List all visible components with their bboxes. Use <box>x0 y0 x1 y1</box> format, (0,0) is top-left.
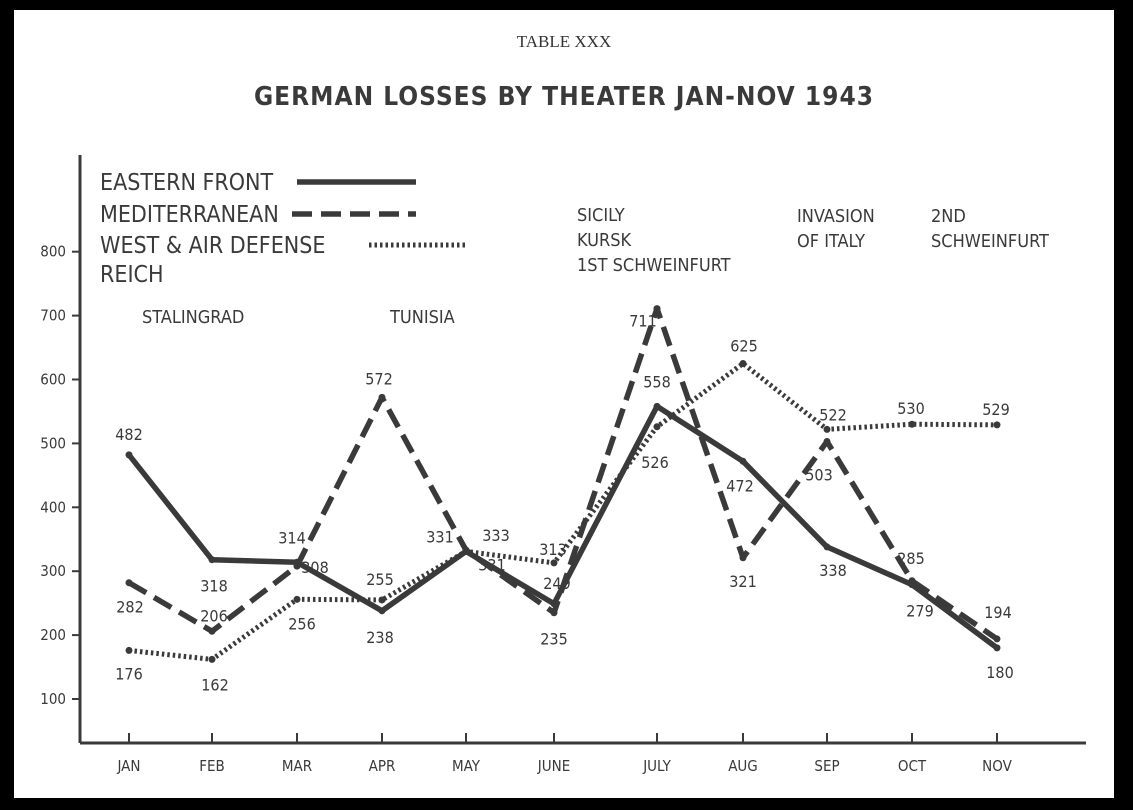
data-label-solid: 472 <box>726 476 753 495</box>
data-label-dotted: 522 <box>819 405 846 424</box>
event-annotation: STALINGRAD <box>142 307 244 328</box>
event-annotation: 2ND <box>931 206 966 227</box>
data-point-solid <box>993 644 1001 652</box>
data-label-dotted: 256 <box>288 614 315 633</box>
data-label-dashed: 235 <box>540 630 567 649</box>
data-label-dotted: 313 <box>539 540 566 559</box>
data-point-dotted <box>908 420 916 428</box>
data-point-dashed <box>550 609 558 617</box>
event-annotation: SICILY <box>577 205 625 226</box>
data-label-solid: 558 <box>643 372 670 391</box>
data-label-dashed: 206 <box>200 606 227 625</box>
data-point-dotted <box>378 596 386 604</box>
x-tick-label: SEP <box>814 757 839 775</box>
data-label-dashed: 285 <box>897 549 924 568</box>
data-point-dashed <box>739 554 747 562</box>
legend-label: REICH <box>100 262 164 288</box>
data-label-dotted: 526 <box>641 453 668 472</box>
chart-title: GERMAN LOSSES BY THEATER JAN-NOV 1943 <box>253 82 874 112</box>
event-annotation: SCHWEINFURT <box>931 231 1049 252</box>
data-label-dotted: 176 <box>115 664 142 683</box>
data-point-solid <box>208 556 216 564</box>
data-point-solid <box>378 607 386 615</box>
series-line-solid <box>126 403 999 651</box>
data-label-solid: 249 <box>543 574 570 593</box>
data-point-dotted <box>462 547 470 555</box>
y-tick-label: 800 <box>40 243 66 261</box>
data-label-solid: 238 <box>366 628 393 647</box>
data-label-solid: 318 <box>200 577 227 596</box>
x-tick-label: APR <box>369 757 396 775</box>
y-tick-label: 700 <box>40 307 66 325</box>
x-tick-label: AUG <box>728 757 758 775</box>
data-point-dotted <box>653 423 661 431</box>
event-annotation: KURSK <box>577 230 632 251</box>
x-tick-label: JUNE <box>537 757 570 775</box>
data-label-dashed: 333 <box>482 526 509 545</box>
y-tick-label: 400 <box>40 498 66 516</box>
data-label-dashed: 308 <box>301 558 328 577</box>
y-tick-label: 100 <box>40 690 66 708</box>
data-point-dashed <box>653 305 661 313</box>
x-tick-label: MAR <box>282 757 312 775</box>
data-point-solid <box>653 402 661 410</box>
event-annotation: TUNISIA <box>389 307 455 328</box>
data-label-dotted: 529 <box>982 400 1009 419</box>
data-label-dotted: 162 <box>201 675 228 694</box>
data-label-dashed: 572 <box>365 369 392 388</box>
data-label-dotted: 331 <box>478 555 505 574</box>
data-label-solid: 314 <box>278 528 305 547</box>
data-label-solid: 331 <box>426 527 453 546</box>
data-point-dotted <box>293 595 301 603</box>
data-point-dashed <box>908 577 916 585</box>
data-label-dashed: 503 <box>805 465 832 484</box>
data-label-dashed: 711 <box>629 312 656 331</box>
event-annotation: INVASION <box>797 206 875 227</box>
data-label-dashed: 194 <box>984 603 1011 622</box>
data-label-solid: 180 <box>986 663 1013 682</box>
data-point-solid <box>739 457 747 465</box>
data-point-dotted <box>823 425 831 433</box>
data-point-dashed <box>208 627 216 635</box>
table-label: TABLE XXX <box>516 32 612 51</box>
data-point-dotted <box>125 646 133 654</box>
x-tick-label: JULY <box>642 757 671 775</box>
y-tick-label: 300 <box>40 562 66 580</box>
line-chart: 100 200 300 400 500 600 700 800 JAN FEB MAR APR MAY J… <box>40 155 1086 775</box>
x-tick-label: JAN <box>116 757 140 775</box>
data-label-dotted: 530 <box>897 399 924 418</box>
legend-label: MEDITERRANEAN <box>100 202 279 228</box>
data-point-dashed <box>125 579 133 587</box>
data-point-solid <box>125 451 133 459</box>
data-point-dashed <box>293 562 301 570</box>
legend-label: WEST & AIR DEFENSE <box>100 233 325 259</box>
data-label-solid: 279 <box>906 602 933 621</box>
data-label-dashed: 282 <box>116 598 143 617</box>
y-tick-label: 600 <box>40 371 66 389</box>
data-point-solid <box>823 543 831 551</box>
data-label-dotted: 255 <box>366 570 393 589</box>
data-point-dashed <box>993 635 1001 643</box>
data-point-dashed <box>823 437 831 445</box>
x-tick-label: MAY <box>452 757 481 775</box>
x-tick-label: OCT <box>898 757 927 775</box>
data-point-dashed <box>378 393 386 401</box>
event-annotation: 1ST SCHWEINFURT <box>577 255 731 276</box>
y-tick-label: 200 <box>40 626 66 644</box>
data-label-dotted: 625 <box>730 337 757 356</box>
data-point-dotted <box>208 655 216 663</box>
data-point-dotted <box>550 559 558 567</box>
x-tick-label: NOV <box>982 757 1012 775</box>
data-label-solid: 338 <box>819 561 846 580</box>
data-label-solid: 482 <box>115 425 142 444</box>
data-label-dashed: 321 <box>729 572 756 591</box>
data-point-dotted <box>739 360 747 368</box>
legend-label: EASTERN FRONT <box>100 170 274 196</box>
event-annotation: OF ITALY <box>797 231 865 252</box>
y-tick-label: 500 <box>40 434 66 452</box>
data-point-dotted <box>993 421 1001 429</box>
chart-page: TABLE XXX GERMAN LOSSES BY THEATER JAN-N… <box>14 10 1114 798</box>
x-tick-label: FEB <box>199 757 225 775</box>
